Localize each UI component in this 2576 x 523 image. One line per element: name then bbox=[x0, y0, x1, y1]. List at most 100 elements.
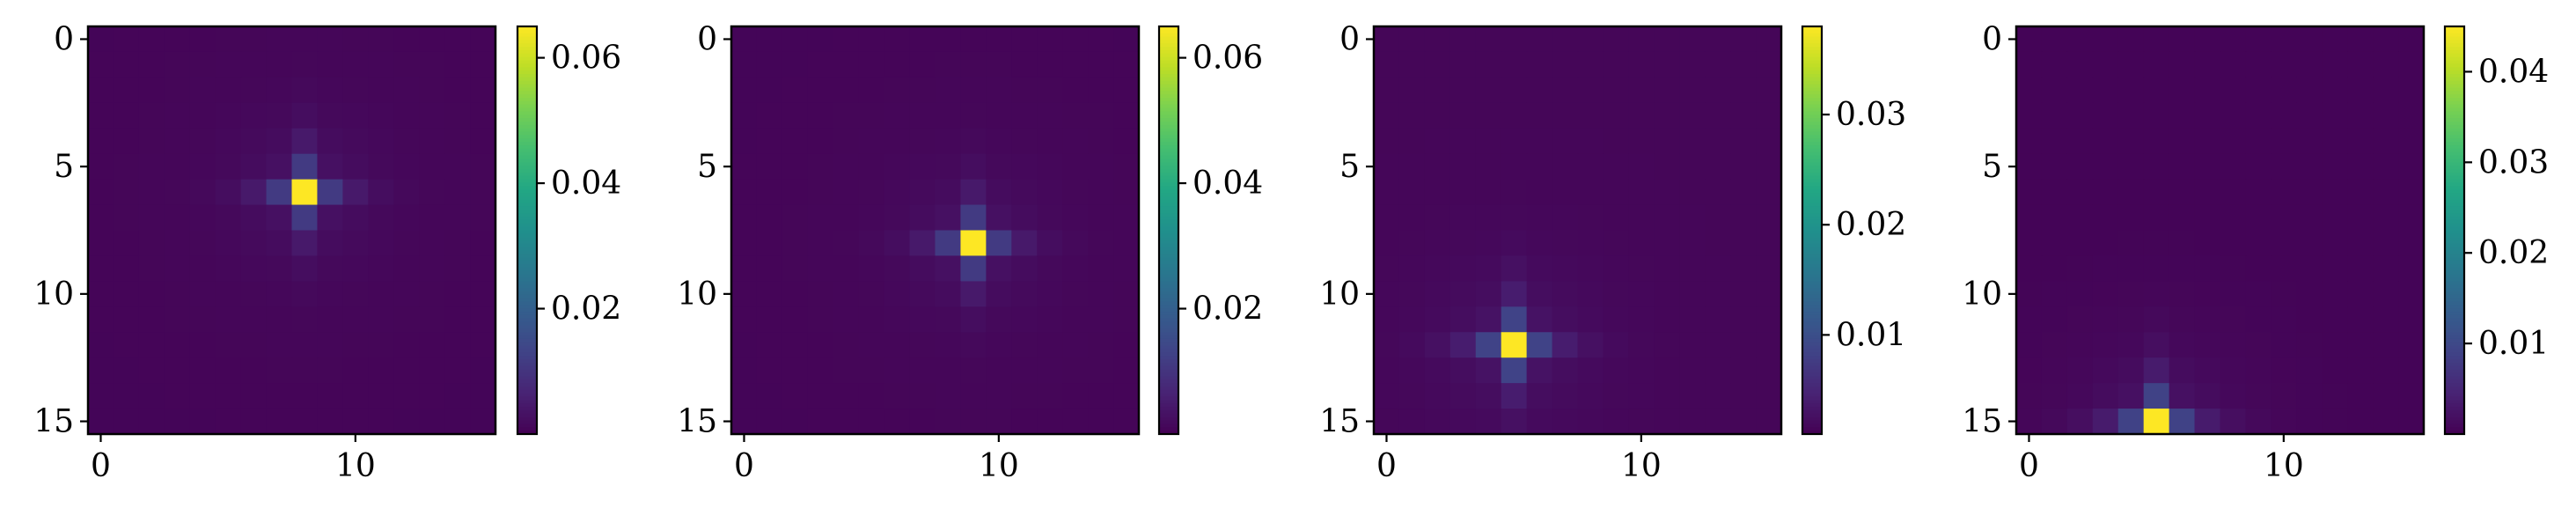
heatmap-cell bbox=[756, 306, 783, 333]
colorbar-segment bbox=[1159, 118, 1178, 122]
heatmap-cell bbox=[2347, 255, 2374, 282]
heatmap-cell bbox=[1088, 77, 1114, 104]
y-tick-label: 0 bbox=[1982, 21, 2002, 57]
colorbar-segment bbox=[1802, 349, 1822, 353]
colorbar-segment bbox=[517, 169, 537, 173]
heatmap-cell bbox=[1654, 153, 1680, 180]
heatmap-cell bbox=[1501, 77, 1528, 104]
heatmap-cell bbox=[1603, 332, 1629, 358]
heatmap-cell bbox=[1037, 51, 1063, 78]
heatmap-cell bbox=[1424, 281, 1451, 307]
heatmap-cell bbox=[2092, 383, 2119, 409]
heatmap-cell bbox=[960, 102, 987, 129]
heatmap-cell bbox=[2041, 26, 2068, 53]
colorbar-segment bbox=[517, 189, 537, 194]
heatmap-cell bbox=[1730, 153, 1757, 180]
colorbar-segment bbox=[517, 43, 537, 48]
colorbar-tick-label: 0.02 bbox=[1193, 291, 1263, 328]
colorbar-segment bbox=[2445, 145, 2464, 150]
colorbar-segment bbox=[517, 325, 537, 329]
colorbar-segment bbox=[1802, 169, 1822, 173]
colorbar-segment bbox=[517, 369, 537, 374]
heatmap-cell bbox=[2092, 281, 2119, 307]
heatmap-cell bbox=[1603, 153, 1629, 180]
heatmap-cell bbox=[419, 357, 445, 384]
colorbar-segment bbox=[517, 77, 537, 82]
heatmap-cell bbox=[317, 306, 343, 333]
heatmap-cell bbox=[909, 128, 936, 155]
heatmap-cell bbox=[1449, 153, 1477, 180]
heatmap-cell bbox=[342, 153, 369, 180]
colorbar-segment bbox=[2445, 70, 2464, 75]
colorbar-segment bbox=[1802, 335, 1822, 340]
heatmap-cell bbox=[731, 332, 758, 358]
colorbar-segment bbox=[2445, 376, 2464, 380]
heatmap-cell bbox=[215, 77, 242, 104]
heatmap-cell bbox=[138, 409, 165, 435]
colorbar-segment bbox=[1159, 274, 1178, 279]
colorbar-segment bbox=[1159, 148, 1178, 153]
colorbar-segment bbox=[1159, 107, 1178, 113]
colorbar-segment bbox=[1159, 175, 1178, 180]
heatmap-cell bbox=[368, 128, 394, 155]
heatmap-cell bbox=[2092, 153, 2119, 180]
colorbar-segment bbox=[517, 182, 537, 187]
heatmap-cell bbox=[2194, 383, 2221, 409]
heatmap-cell bbox=[2245, 204, 2271, 232]
heatmap-cell bbox=[1011, 153, 1038, 180]
colorbar-segment bbox=[1802, 427, 1822, 431]
colorbar-segment bbox=[1802, 338, 1822, 343]
colorbar-segment bbox=[1159, 226, 1178, 232]
y-tick-label: 0 bbox=[697, 21, 717, 57]
heatmap-cell bbox=[2245, 281, 2271, 307]
heatmap-cell bbox=[2041, 255, 2068, 282]
heatmap-cell bbox=[444, 26, 471, 53]
heatmap-cell bbox=[1577, 26, 1604, 53]
heatmap-cell bbox=[1552, 128, 1579, 155]
colorbar-segment bbox=[517, 308, 537, 313]
heatmap-cell bbox=[1679, 281, 1706, 307]
heatmap-cell bbox=[2169, 383, 2196, 409]
colorbar-segment bbox=[1159, 104, 1178, 109]
heatmap-cell bbox=[1730, 383, 1757, 409]
heatmap-cell bbox=[2296, 179, 2323, 206]
heatmap-cell bbox=[164, 281, 191, 307]
heatmap-cell bbox=[2398, 306, 2425, 333]
x-tick-label: 0 bbox=[1376, 448, 1397, 484]
colorbar-segment bbox=[1802, 233, 1822, 238]
heatmap-cell bbox=[960, 153, 987, 180]
heatmap-cell bbox=[807, 357, 834, 384]
heatmap-cell bbox=[1424, 179, 1451, 206]
colorbar-segment bbox=[1802, 29, 1822, 34]
heatmap-cell bbox=[1475, 306, 1502, 333]
heatmap-cell bbox=[1552, 332, 1579, 358]
heatmap-cell bbox=[884, 230, 911, 257]
colorbar-segment bbox=[1802, 250, 1822, 255]
heatmap-cell bbox=[2271, 102, 2297, 129]
heatmap-cell bbox=[1501, 255, 1528, 282]
colorbar-segment bbox=[2445, 314, 2464, 320]
heatmap-cell bbox=[2220, 51, 2247, 78]
colorbar-segment bbox=[2445, 63, 2464, 68]
heatmap-cell bbox=[2296, 255, 2323, 282]
heatmap-cell bbox=[986, 204, 1012, 232]
heatmap-cell bbox=[1679, 26, 1706, 53]
colorbar-segment bbox=[1802, 376, 1822, 380]
heatmap-cell bbox=[240, 306, 268, 333]
heatmap-cell bbox=[164, 409, 191, 435]
colorbar-segment bbox=[1802, 393, 1822, 398]
heatmap-cell bbox=[986, 153, 1012, 180]
heatmap-cell bbox=[986, 357, 1012, 384]
colorbar-segment bbox=[1159, 325, 1178, 329]
heatmap-cell bbox=[2322, 306, 2348, 333]
heatmap-cell bbox=[368, 51, 394, 78]
heatmap-cell bbox=[266, 357, 293, 384]
colorbar-segment bbox=[2445, 40, 2464, 44]
heatmap-cell bbox=[2271, 383, 2297, 409]
heatmap-cell bbox=[1526, 102, 1553, 129]
colorbar-segment bbox=[1159, 138, 1178, 143]
heatmap-cell bbox=[368, 383, 394, 409]
heatmap-cell bbox=[215, 383, 242, 409]
heatmap-cell bbox=[1475, 281, 1502, 307]
